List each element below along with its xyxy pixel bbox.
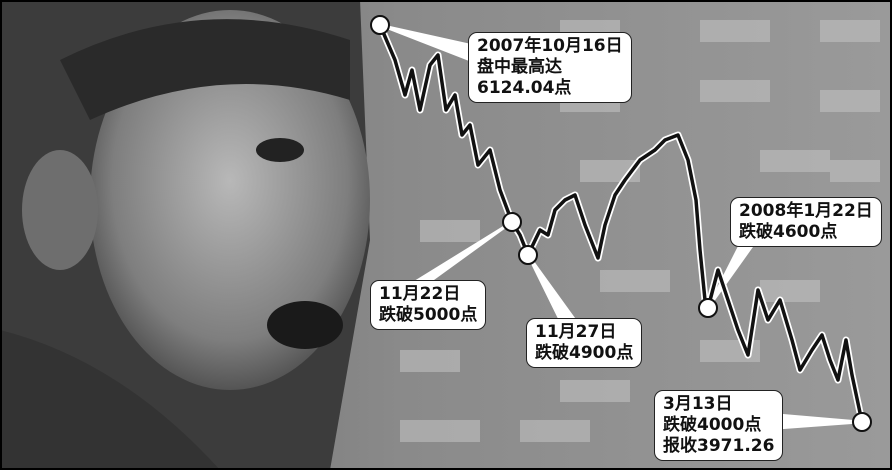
callout-line: 6124.04点: [477, 78, 572, 98]
ear: [22, 150, 98, 270]
mouth: [267, 301, 343, 349]
callout-line: 3月13日: [663, 394, 733, 414]
callout: 11月27日 跌破4900点: [526, 318, 643, 368]
index-line-core: [378, 24, 864, 423]
callout-line: 跌破4900点: [535, 343, 634, 363]
callout-line: 盘中最高达: [477, 57, 562, 77]
callout: 2007年10月16日 盘中最高达 6124.04点: [468, 32, 632, 103]
callout-line: 报收3971.26: [663, 436, 775, 456]
callout-line: 跌破5000点: [379, 305, 478, 325]
hair: [60, 19, 350, 120]
shoulder: [0, 330, 220, 470]
callout-line: 11月27日: [535, 322, 617, 342]
callout-line: 跌破4000点: [663, 415, 762, 435]
callout-line: 2007年10月16日: [477, 36, 623, 56]
board-lights: [400, 20, 880, 442]
callout-line: 11月22日: [379, 284, 461, 304]
callout-line: 2008年1月22日: [739, 201, 873, 221]
milestone-dots: [370, 15, 872, 432]
callout: 3月13日 跌破4000点 报收3971.26: [654, 390, 784, 461]
face: [90, 10, 370, 390]
callout-line: 跌破4600点: [739, 222, 838, 242]
callout: 11月22日 跌破5000点: [370, 280, 487, 330]
callout: 2008年1月22日 跌破4600点: [730, 197, 882, 247]
eye: [256, 138, 304, 162]
